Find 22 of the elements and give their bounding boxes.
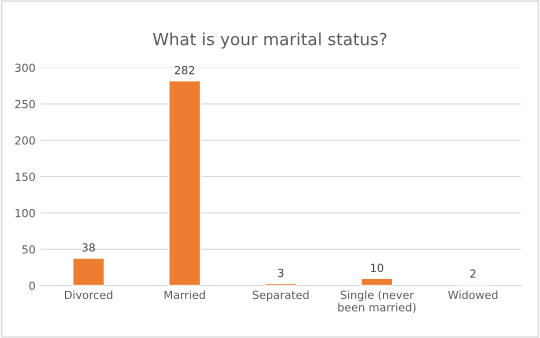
x-tick-label: Divorced bbox=[64, 290, 112, 300]
data-label: 10 bbox=[371, 264, 384, 272]
bar bbox=[360, 278, 394, 286]
data-label: 2 bbox=[470, 269, 476, 278]
y-tick-label: 250 bbox=[15, 100, 35, 108]
y-tick-label: 50 bbox=[22, 245, 35, 254]
data-label: 282 bbox=[174, 66, 194, 74]
data-label: 38 bbox=[82, 243, 95, 252]
y-tick-label: 150 bbox=[16, 172, 35, 181]
y-tick-label: 0 bbox=[29, 282, 35, 290]
x-tick-label: Married bbox=[164, 290, 205, 300]
y-tick-label: 200 bbox=[15, 136, 35, 145]
y-tick-label: 300 bbox=[15, 64, 35, 72]
x-tick-label: Single (never been married) bbox=[338, 290, 416, 313]
y-tick-label: 100 bbox=[16, 208, 35, 218]
bar bbox=[264, 282, 298, 286]
chart-title: What is your marital status? bbox=[152, 32, 386, 49]
x-tick-label: Widowed bbox=[448, 290, 498, 300]
x-tick-label: Separated bbox=[252, 290, 308, 302]
bar bbox=[168, 80, 202, 286]
bar bbox=[72, 257, 106, 286]
data-label: 3 bbox=[278, 268, 284, 278]
